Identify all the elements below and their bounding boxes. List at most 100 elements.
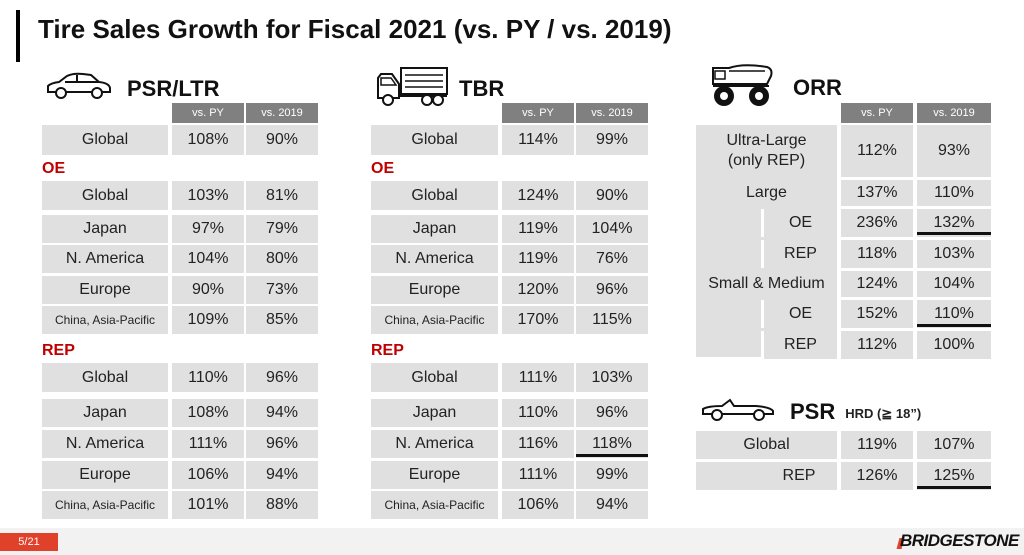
psr-ltr-oe-namerica-vs-2019: 80% (246, 245, 318, 273)
dump-truck-icon (709, 62, 775, 113)
psr-hrd-rep-vs-2019: 125% (917, 462, 991, 490)
psr-ltr-rep-namerica-vs-py: 111% (172, 430, 244, 458)
psr-ltr-oe-europe-vs-py: 90% (172, 276, 244, 304)
orr-sm-oe-underline (917, 324, 991, 327)
tbr-rep-europe-label: Europe (371, 461, 498, 489)
orr-sm-rep-vs-2019: 100% (917, 331, 991, 359)
tbr-oe-global-vs-2019: 90% (576, 181, 648, 210)
psr-ltr-rep-europe-label: Europe (42, 461, 168, 489)
tbr-rep-namerica-vs-2019: 118% (576, 430, 648, 458)
tbr-rep-china-vs-2019: 94% (576, 491, 648, 519)
orr-ultra-large-line1: Ultra-Large (726, 132, 807, 149)
orr-large-oe-label: OE (764, 209, 837, 237)
orr-small-medium-vs-2019: 104% (917, 271, 991, 297)
tbr-rep-global-vs-py: 111% (502, 363, 574, 392)
tbr-rep-japan-vs-py: 110% (502, 399, 574, 427)
orr-header: ORR (709, 62, 842, 113)
tbr-oe-namerica-label: N. America (371, 245, 498, 273)
tbr-oe-china-vs-2019: 115% (576, 306, 648, 334)
psr-ltr-oe-japan-vs-py: 97% (172, 215, 244, 243)
psr-ltr-oe-china-label: China, Asia-Pacific (42, 306, 168, 334)
psr-ltr-rep-global-label: Global (42, 363, 168, 392)
tbr-oe-europe-vs-py: 120% (502, 276, 574, 304)
orr-large-rep-vs-py: 118% (841, 240, 913, 268)
psr-ltr-oe-namerica-label: N. America (42, 245, 168, 273)
tbr-rep-china-vs-py: 106% (502, 491, 574, 519)
psr-ltr-global-label: Global (42, 125, 168, 155)
tbr-rep-global-vs-2019: 103% (576, 363, 648, 392)
psr-ltr-oe-global-vs-py: 103% (172, 181, 244, 210)
orr-large-vs-py: 137% (841, 180, 913, 206)
psr-hrd-global-vs-2019: 107% (917, 431, 991, 459)
orr-large-oe-underline (917, 232, 991, 235)
psr-ltr-rep-global-vs-py: 110% (172, 363, 244, 392)
orr-ultra-large-label: Ultra-Large (only REP) (696, 125, 837, 177)
psr-hrd-rep-underline (917, 486, 991, 489)
psr-hrd-subtitle: HRD (≧ 18”) (845, 405, 922, 421)
tbr-oe-europe-label: Europe (371, 276, 498, 304)
psr-ltr-oe-namerica-vs-py: 104% (172, 245, 244, 273)
tbr-oe-namerica-vs-py: 119% (502, 245, 574, 273)
orr-small-medium-vs-py: 124% (841, 271, 913, 297)
psr-ltr-rep-japan-vs-py: 108% (172, 399, 244, 427)
psr-ltr-rep-china-label: China, Asia-Pacific (42, 491, 168, 519)
psr-ltr-oe-europe-label: Europe (42, 276, 168, 304)
psr-ltr-rep-europe-vs-py: 106% (172, 461, 244, 489)
page-number: 5/21 (0, 533, 58, 551)
tbr-oe-japan-vs-2019: 104% (576, 215, 648, 243)
psr-ltr-global-vs-2019: 90% (246, 125, 318, 155)
tbr-oe-china-label: China, Asia-Pacific (371, 306, 498, 334)
psr-ltr-header-vs-py: vs. PY (172, 103, 244, 123)
tbr-rep-namerica-label: N. America (371, 430, 498, 458)
tbr-rep-label: REP (371, 342, 404, 359)
orr-header-vs-py: vs. PY (841, 103, 913, 123)
psr-ltr-header: PSR/LTR (45, 72, 219, 105)
orr-ultra-large-vs-py: 112% (841, 125, 913, 177)
psr-hrd-global-vs-py: 119% (841, 431, 913, 459)
psr-hrd-header: PSR HRD (≧ 18”) (700, 396, 921, 427)
convertible-car-icon (700, 396, 776, 427)
psr-ltr-oe-global-label: Global (42, 181, 168, 210)
tbr-title: TBR (459, 75, 505, 101)
psr-ltr-rep-china-vs-2019: 88% (246, 491, 318, 519)
orr-small-medium-label: Small & Medium (708, 275, 825, 292)
tbr-oe-europe-vs-2019: 96% (576, 276, 648, 304)
tbr-oe-japan-vs-py: 119% (502, 215, 574, 243)
tbr-global-vs-2019: 99% (576, 125, 648, 155)
psr-ltr-rep-europe-vs-2019: 94% (246, 461, 318, 489)
psr-hrd-global-label: Global (696, 431, 837, 459)
footer-bar (0, 528, 1024, 555)
orr-title: ORR (793, 74, 842, 100)
psr-ltr-rep-china-vs-py: 101% (172, 491, 244, 519)
psr-ltr-oe-europe-vs-2019: 73% (246, 276, 318, 304)
psr-ltr-oe-global-vs-2019: 81% (246, 181, 318, 210)
tbr-header-vs-py: vs. PY (502, 103, 574, 123)
tbr-oe-japan-label: Japan (371, 215, 498, 243)
orr-sm-oe-label: OE (764, 300, 837, 328)
psr-ltr-oe-china-vs-2019: 85% (246, 306, 318, 334)
orr-large-oe-vs-py: 236% (841, 209, 913, 237)
orr-ultra-large-vs-2019: 93% (917, 125, 991, 177)
psr-ltr-rep-japan-vs-2019: 94% (246, 399, 318, 427)
tbr-oe-global-vs-py: 124% (502, 181, 574, 210)
psr-ltr-rep-japan-label: Japan (42, 399, 168, 427)
tbr-rep-global-label: Global (371, 363, 498, 392)
tbr-rep-china-label: China, Asia-Pacific (371, 491, 498, 519)
psr-ltr-oe-china-vs-py: 109% (172, 306, 244, 334)
tbr-rep-japan-vs-2019: 96% (576, 399, 648, 427)
psr-hrd-rep-vs-py: 126% (841, 462, 913, 490)
tbr-rep-namerica-underline (576, 454, 648, 457)
orr-large-rep-vs-2019: 103% (917, 240, 991, 268)
psr-ltr-oe-label: OE (42, 160, 66, 177)
psr-ltr-rep-namerica-vs-2019: 96% (246, 430, 318, 458)
tbr-header-vs-2019: vs. 2019 (576, 103, 648, 123)
page-title: Tire Sales Growth for Fiscal 2021 (vs. P… (38, 14, 672, 44)
truck-icon (375, 66, 449, 111)
tbr-global-vs-py: 114% (502, 125, 574, 155)
tbr-oe-global-label: Global (371, 181, 498, 210)
orr-sm-oe-vs-2019: 110% (917, 300, 991, 328)
orr-sm-rep-label: REP (764, 331, 837, 359)
tbr-rep-europe-vs-py: 111% (502, 461, 574, 489)
tbr-rep-japan-label: Japan (371, 399, 498, 427)
psr-ltr-oe-japan-label: Japan (42, 215, 168, 243)
